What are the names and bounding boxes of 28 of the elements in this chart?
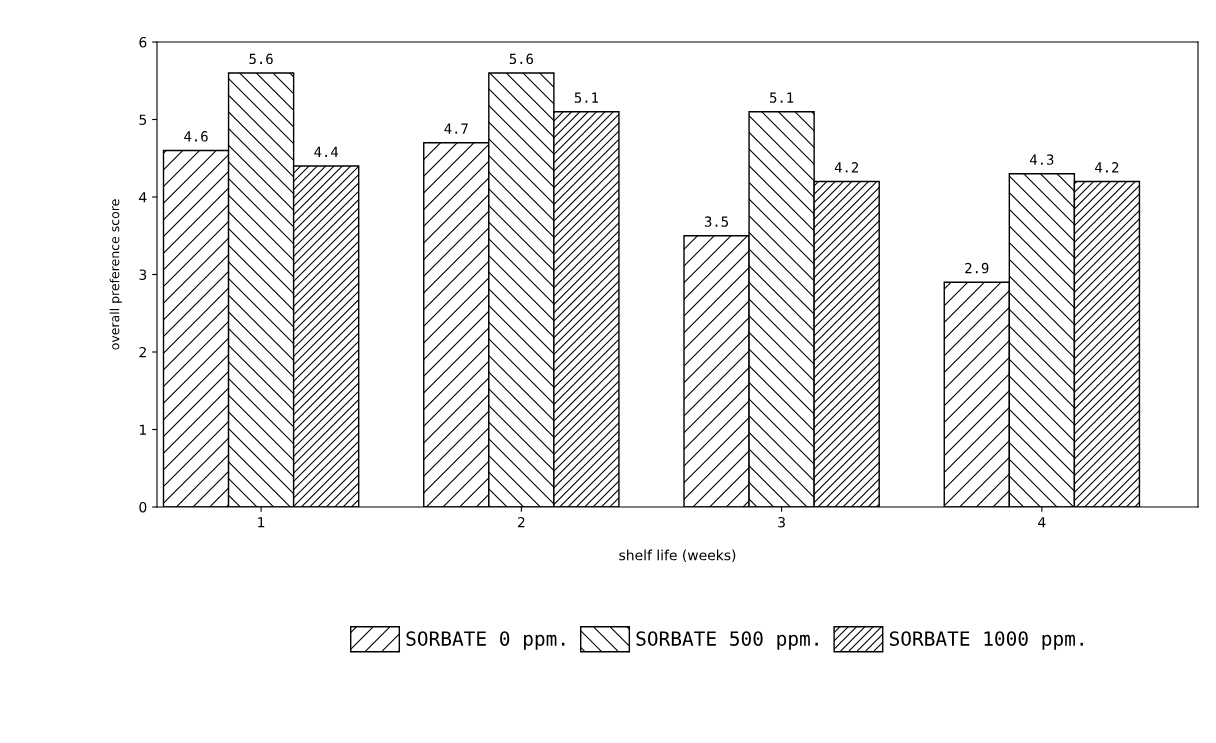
data-label: 4.3 <box>1030 154 1054 165</box>
legend-label: SORBATE 0 ppm. <box>406 631 565 650</box>
y-tick-label: 2 <box>139 346 146 358</box>
data-label: 5.1 <box>770 92 794 103</box>
legend-label: SORBATE 500 ppm. <box>636 631 818 650</box>
y-tick-label: 6 <box>139 36 147 48</box>
data-label: 4.6 <box>184 131 208 142</box>
data-label: 2.9 <box>965 262 989 274</box>
data-label: 5.1 <box>574 92 599 103</box>
x-tick-label: 2 <box>517 516 525 528</box>
data-label: 4.4 <box>314 146 339 157</box>
legend-label: SORBATE 1000 ppm. <box>889 631 1083 650</box>
y-tick-label: 5 <box>139 114 147 125</box>
y-tick-label: 3 <box>139 269 147 280</box>
y-axis-title: overall preference score <box>109 199 122 350</box>
y-tick-label: 0 <box>139 501 147 513</box>
x-tick-label: 1 <box>258 517 265 528</box>
data-label: 5.6 <box>249 53 273 65</box>
data-label: 5.6 <box>509 53 533 65</box>
data-label: 4.2 <box>1095 162 1119 173</box>
x-tick-label: 3 <box>778 516 785 528</box>
data-label: 3.5 <box>704 216 728 227</box>
x-tick-label: 4 <box>1038 517 1046 528</box>
y-tick-label: 1 <box>139 424 146 435</box>
data-label: 4.2 <box>834 162 859 173</box>
data-label: 4.7 <box>444 123 468 134</box>
y-tick-label: 4 <box>139 192 147 203</box>
x-axis-title: shelf life (weeks) <box>619 549 736 562</box>
